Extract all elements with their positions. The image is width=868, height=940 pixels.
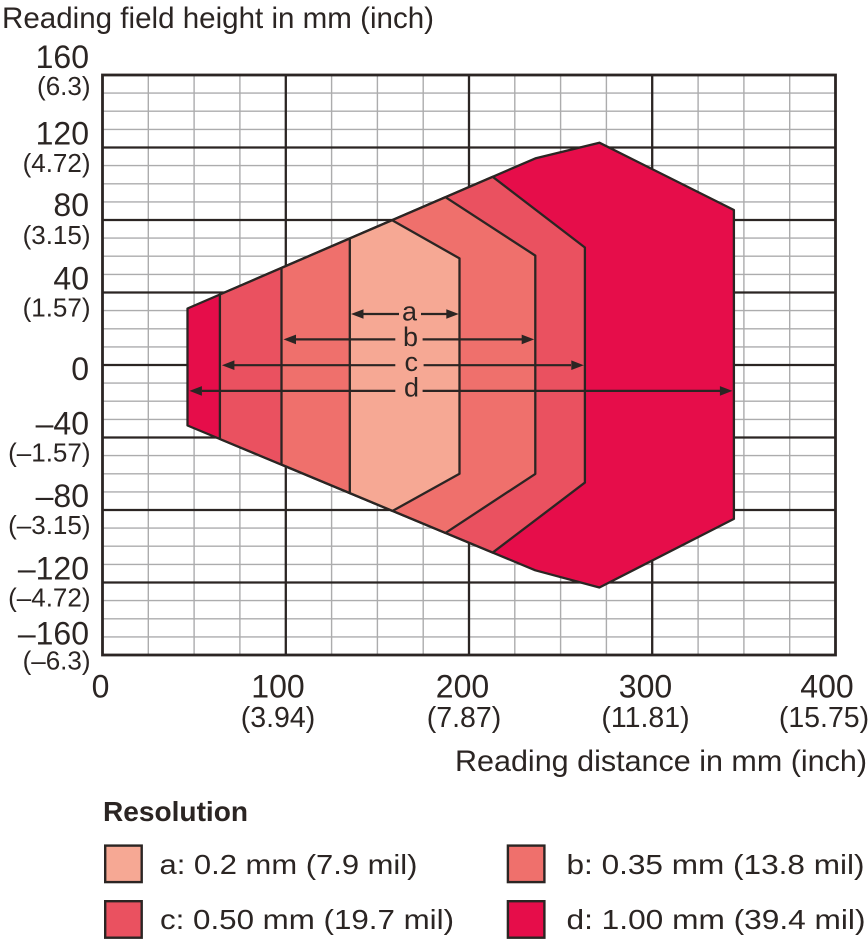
svg-text:d: 1.00 mm (39.4 mil): d: 1.00 mm (39.4 mil) [567,904,866,935]
svg-text:b: 0.35 mm (13.8 mil): b: 0.35 mm (13.8 mil) [567,849,865,880]
svg-text:(–3.15): (–3.15) [8,510,90,540]
svg-text:100: 100 [251,669,304,705]
svg-text:d: d [404,372,419,402]
svg-text:–160: –160 [18,616,89,652]
svg-text:(3.15): (3.15) [23,220,91,250]
svg-text:a: a [402,297,418,327]
svg-text:(3.94): (3.94) [241,702,315,734]
svg-text:–80: –80 [36,478,89,514]
svg-text:(15.75): (15.75) [779,702,868,734]
svg-text:400: 400 [800,669,853,705]
svg-text:200: 200 [436,669,489,705]
svg-text:(6.3): (6.3) [37,71,90,101]
svg-text:0: 0 [71,351,89,387]
svg-text:c: c [404,347,418,377]
svg-text:Reading field height in mm (in: Reading field height in mm (inch) [2,2,434,35]
svg-text:a: 0.2 mm (7.9 mil): a: 0.2 mm (7.9 mil) [160,849,418,880]
svg-text:Reading distance in mm (inch): Reading distance in mm (inch) [455,745,867,778]
svg-text:c: 0.50 mm (19.7 mil): c: 0.50 mm (19.7 mil) [160,904,454,935]
svg-text:(1.57): (1.57) [23,293,91,323]
svg-text:Resolution: Resolution [103,796,248,827]
svg-text:120: 120 [36,116,89,152]
svg-text:(–1.57): (–1.57) [8,438,90,468]
svg-text:(4.72): (4.72) [23,148,91,178]
svg-text:0: 0 [92,669,110,705]
svg-text:–120: –120 [18,551,89,587]
svg-text:(–4.72): (–4.72) [8,583,90,613]
svg-text:b: b [403,322,418,352]
svg-text:(11.81): (11.81) [601,702,689,734]
svg-text:80: 80 [53,187,89,223]
svg-text:40: 40 [53,261,89,297]
svg-text:–40: –40 [36,406,89,442]
svg-text:(–6.3): (–6.3) [23,646,91,676]
svg-text:160: 160 [36,39,89,75]
svg-text:(7.87): (7.87) [427,702,501,734]
svg-text:300: 300 [619,669,672,705]
